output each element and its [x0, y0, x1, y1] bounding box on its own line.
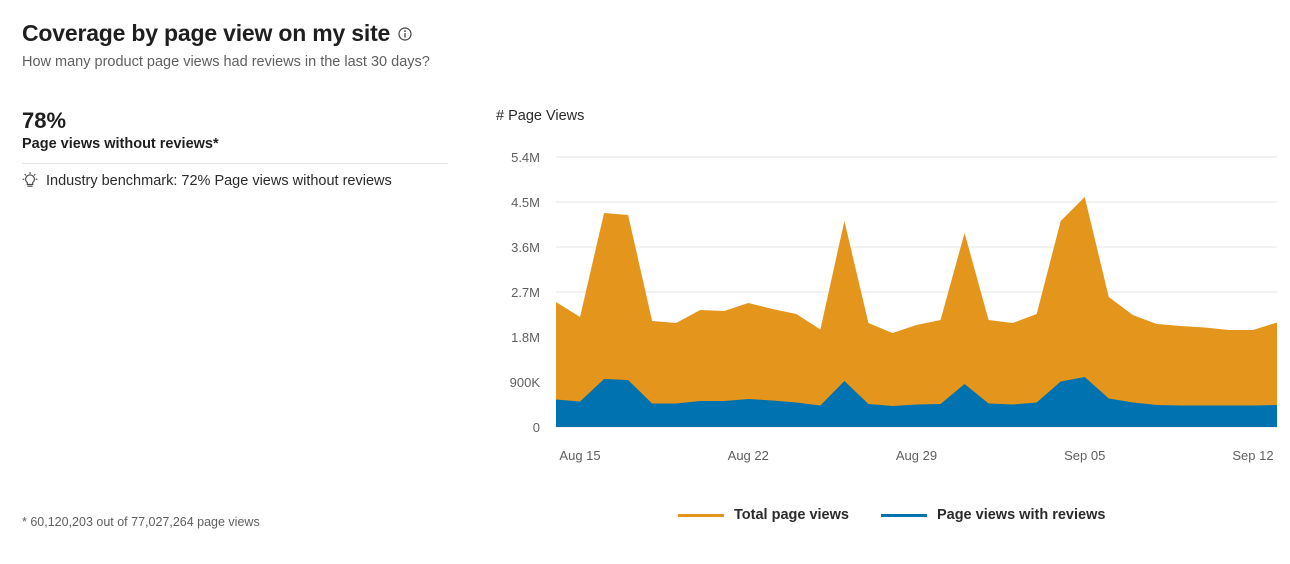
x-tick-label: Aug 22	[728, 448, 769, 463]
area-chart: # Page Views 0 900K 1.8M 2.7M 3.6M 4.5M 5.4M A…	[496, 108, 1277, 463]
area-total-page-views	[556, 197, 1277, 427]
summary-divider	[22, 163, 448, 164]
x-tick-label: Aug 15	[559, 448, 600, 463]
benchmark-text: Industry benchmark: 72% Page views witho…	[46, 173, 392, 189]
coverage-percent: 78%	[22, 108, 67, 133]
y-tick-label: 0	[533, 420, 540, 435]
legend-swatch-with-reviews	[880, 513, 927, 517]
y-tick-label: 2.7M	[511, 285, 540, 300]
legend-label-with-reviews: Page views with reviews	[936, 507, 1106, 523]
x-tick-label: Sep 05	[1064, 448, 1105, 463]
coverage-label: Page views without reviews*	[22, 136, 219, 152]
x-tick-label: Sep 12	[1232, 448, 1273, 463]
legend-item-with-reviews[interactable]: Page views with reviews	[880, 507, 1106, 523]
y-tick-label: 3.6M	[511, 240, 540, 255]
legend-item-total[interactable]: Total page views	[678, 507, 849, 523]
y-tick-label: 1.8M	[511, 330, 540, 345]
page-title: Coverage by page view on my site	[22, 20, 391, 46]
legend-swatch-total	[678, 513, 724, 517]
info-icon[interactable]	[398, 26, 412, 41]
y-tick-label: 4.5M	[511, 195, 540, 210]
x-axis-ticks: Aug 15 Aug 22 Aug 29 Sep 05 Sep 12	[559, 448, 1273, 463]
header: Coverage by page view on my site	[22, 20, 412, 47]
industry-benchmark: Industry benchmark: 72% Page views witho…	[22, 172, 392, 190]
y-tick-label: 5.4M	[511, 150, 540, 165]
y-axis-label: # Page Views	[496, 108, 584, 124]
legend-label-total: Total page views	[734, 507, 849, 523]
page-subtitle: How many product page views had reviews …	[22, 54, 430, 70]
footnote: * 60,120,203 out of 77,027,264 page view…	[22, 515, 260, 529]
y-tick-label: 900K	[510, 375, 541, 390]
chart-legend: Total page views Page views with reviews	[678, 507, 1137, 523]
area-page-views-with-reviews	[556, 377, 1277, 427]
y-axis-ticks: 0 900K 1.8M 2.7M 3.6M 4.5M 5.4M	[510, 150, 541, 435]
lightbulb-icon	[22, 172, 38, 190]
x-tick-label: Aug 29	[896, 448, 937, 463]
